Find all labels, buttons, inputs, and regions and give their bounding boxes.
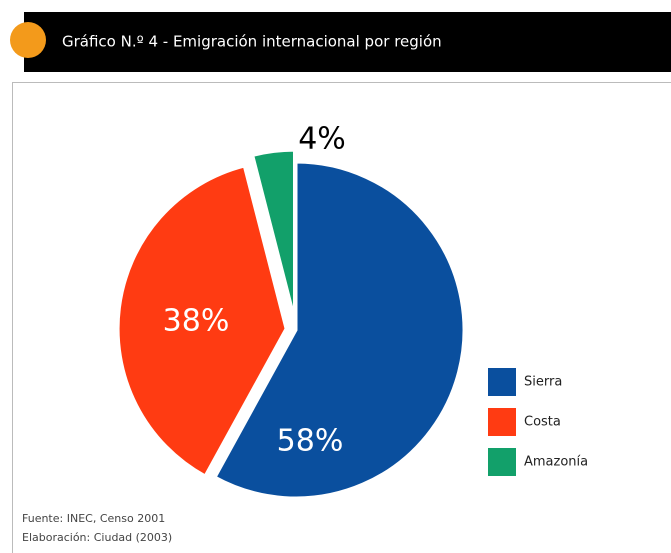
slice-label: 4% — [298, 122, 346, 157]
title-dot — [10, 22, 46, 58]
slice-label: 38% — [163, 304, 230, 339]
legend-label: Amazonía — [524, 455, 588, 470]
pie-slice — [116, 164, 288, 479]
legend-swatch — [488, 448, 516, 476]
legend-label: Costa — [524, 415, 561, 430]
title-bar — [24, 12, 671, 72]
legend-label: Sierra — [524, 375, 562, 390]
legend-swatch — [488, 368, 516, 396]
footnote: Fuente: INEC, Censo 2001 — [22, 512, 165, 525]
chart-title: Gráfico N.º 4 - Emigración internacional… — [62, 33, 442, 51]
legend-swatch — [488, 408, 516, 436]
slice-label: 58% — [277, 424, 344, 459]
pie-slice — [213, 160, 466, 500]
footnote: Elaboración: Ciudad (2003) — [22, 531, 172, 544]
pie-slice — [250, 148, 296, 319]
